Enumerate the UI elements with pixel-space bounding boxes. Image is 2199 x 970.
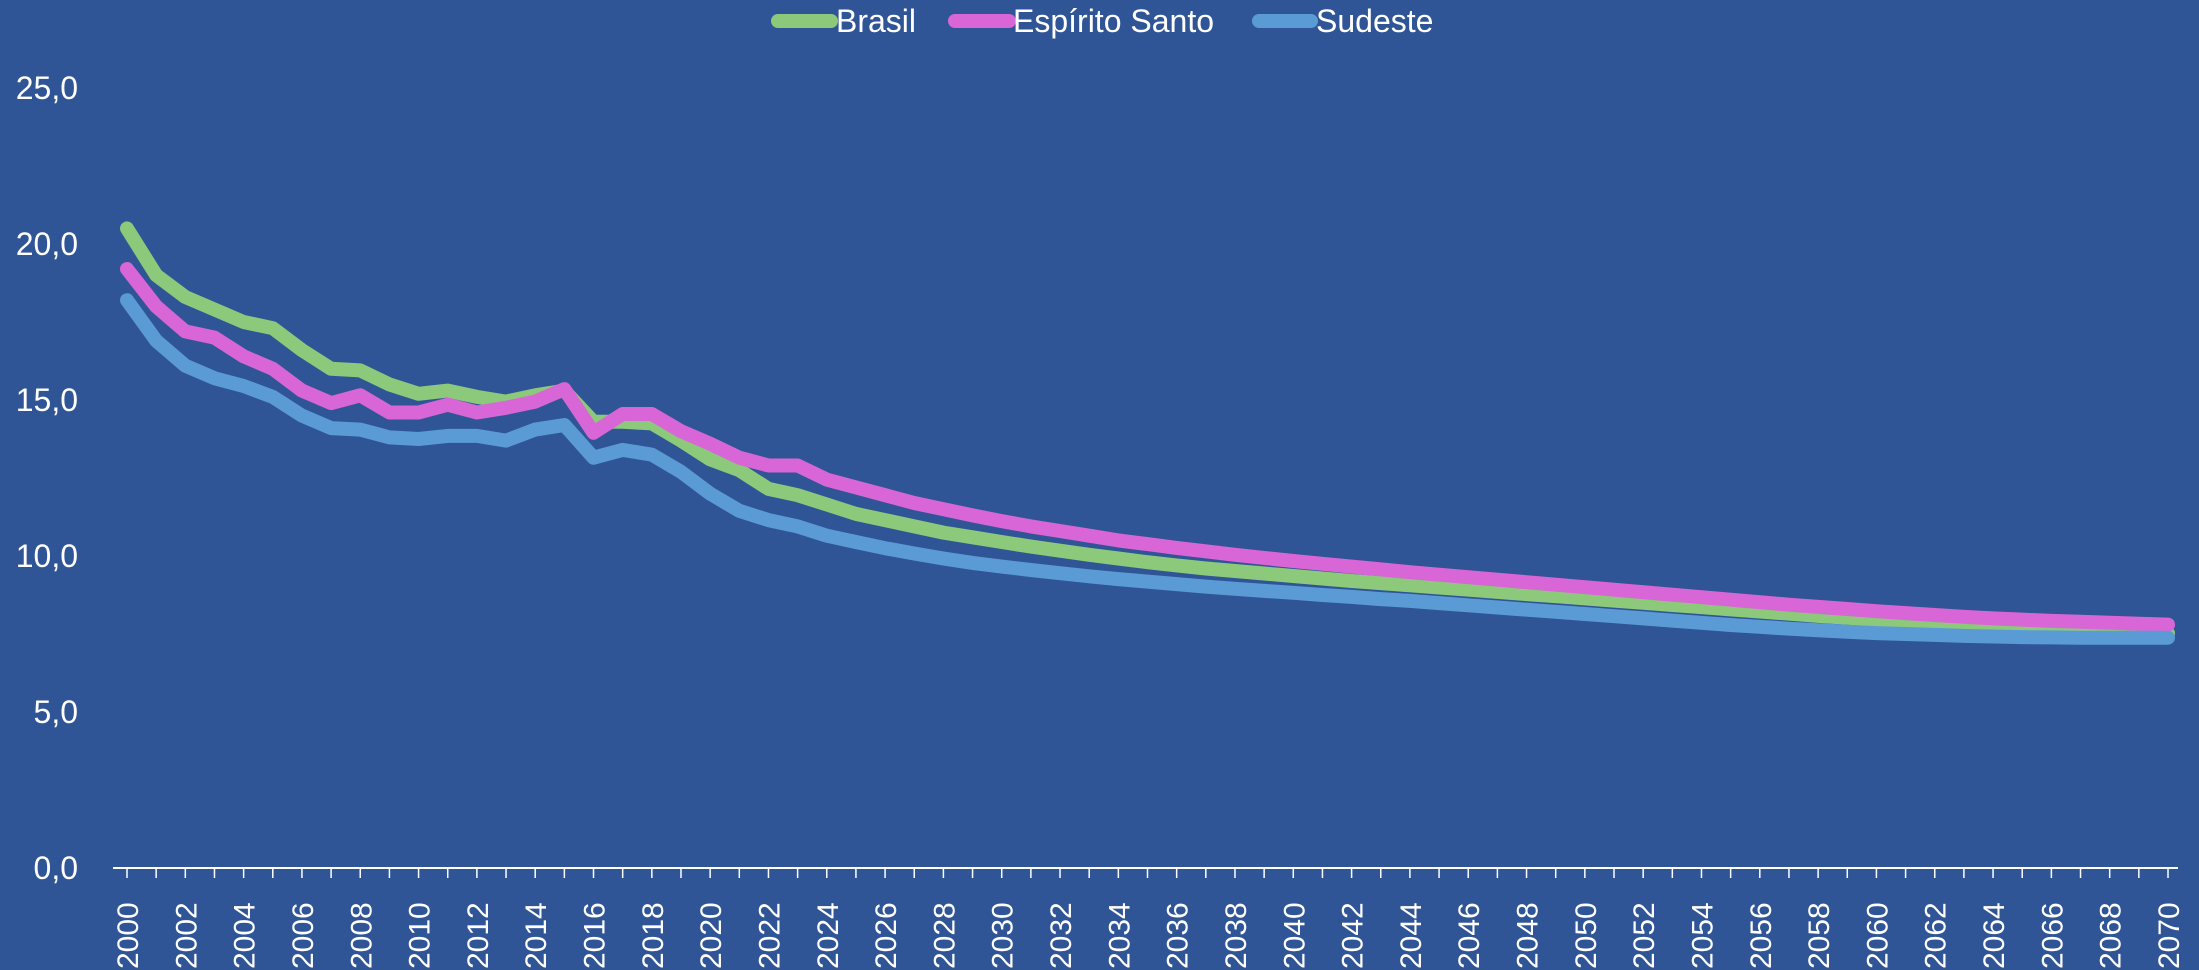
x-tick-label: 2070 bbox=[2153, 902, 2186, 969]
y-tick-label: 25,0 bbox=[16, 70, 78, 106]
x-tick-label: 2016 bbox=[579, 902, 612, 969]
x-tick-label: 2044 bbox=[1395, 902, 1428, 969]
series-line-2 bbox=[120, 293, 2175, 645]
x-tick-label: 2054 bbox=[1686, 902, 1719, 969]
x-tick-label: 2064 bbox=[1978, 902, 2011, 969]
x-tick-label: 2000 bbox=[112, 902, 145, 969]
x-tick-label: 2040 bbox=[1278, 902, 1311, 969]
x-tick-label: 2066 bbox=[2036, 902, 2069, 969]
x-tick-label: 2068 bbox=[2095, 902, 2128, 969]
legend-label: Espírito Santo bbox=[1013, 3, 1214, 39]
x-tick-label: 2050 bbox=[1570, 902, 1603, 969]
x-tick-label: 2056 bbox=[1745, 902, 1778, 969]
x-tick-label: 2034 bbox=[1103, 902, 1136, 969]
x-tick-label: 2002 bbox=[170, 902, 203, 969]
y-tick-label: 10,0 bbox=[16, 538, 78, 574]
x-tick-label: 2024 bbox=[812, 902, 845, 969]
x-tick-label: 2038 bbox=[1220, 902, 1253, 969]
x-tick-label: 2060 bbox=[1861, 902, 1894, 969]
x-tick-label: 2018 bbox=[637, 902, 670, 969]
x-tick-label: 2010 bbox=[404, 902, 437, 969]
legend-label: Brasil bbox=[836, 3, 916, 39]
x-tick-label: 2026 bbox=[870, 902, 903, 969]
series-line-0 bbox=[120, 221, 2175, 641]
x-tick-label: 2032 bbox=[1045, 902, 1078, 969]
x-tick-label: 2052 bbox=[1628, 902, 1661, 969]
x-tick-label: 2042 bbox=[1337, 902, 1370, 969]
y-tick-label: 20,0 bbox=[16, 226, 78, 262]
x-tick-label: 2048 bbox=[1512, 902, 1545, 969]
x-tick-label: 2058 bbox=[1803, 902, 1836, 969]
x-tick-label: 2014 bbox=[520, 902, 553, 969]
x-tick-label: 2012 bbox=[462, 902, 495, 969]
y-tick-label: 5,0 bbox=[34, 694, 78, 730]
series-line-1 bbox=[120, 262, 2175, 632]
x-tick-label: 2008 bbox=[345, 902, 378, 969]
x-tick-label: 2022 bbox=[753, 902, 786, 969]
x-tick-label: 2030 bbox=[987, 902, 1020, 969]
legend-label: Sudeste bbox=[1316, 3, 1433, 39]
x-tick-label: 2062 bbox=[1920, 902, 1953, 969]
y-tick-label: 0,0 bbox=[34, 850, 78, 886]
x-tick-label: 2028 bbox=[928, 902, 961, 969]
x-tick-label: 2004 bbox=[229, 902, 262, 969]
x-tick-label: 2006 bbox=[287, 902, 320, 969]
y-tick-label: 15,0 bbox=[16, 382, 78, 418]
x-tick-label: 2046 bbox=[1453, 902, 1486, 969]
x-tick-label: 2020 bbox=[695, 902, 728, 969]
x-tick-label: 2036 bbox=[1162, 902, 1195, 969]
